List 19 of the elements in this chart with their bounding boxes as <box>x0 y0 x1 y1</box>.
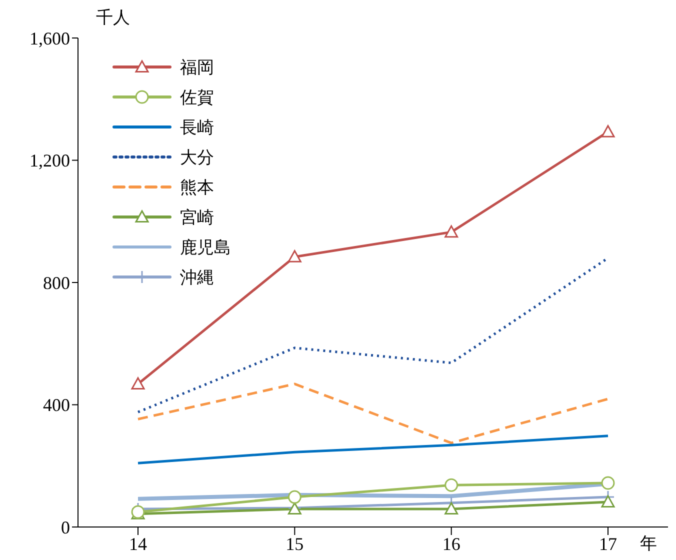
legend-label: 福岡 <box>180 56 214 78</box>
y-tick-label: 800 <box>43 272 70 293</box>
x-tick-label: 16 <box>442 534 460 554</box>
legend-label: 大分 <box>180 146 214 168</box>
x-axis-title: 年 <box>640 533 657 555</box>
y-axis-title: 千人 <box>96 7 130 29</box>
x-tick-label: 14 <box>129 534 147 554</box>
y-tick-label: 0 <box>61 517 70 538</box>
legend-label: 長崎 <box>180 116 214 138</box>
legend-label: 鹿児島 <box>180 236 231 258</box>
y-tick-label: 400 <box>43 395 70 416</box>
legend-label: 沖縄 <box>180 266 214 288</box>
y-tick-label: 1,200 <box>30 150 70 171</box>
x-tick-label: 15 <box>286 534 304 554</box>
y-tick-label: 1,600 <box>30 28 70 48</box>
legend-label: 熊本 <box>180 176 214 198</box>
x-tick-label: 17 <box>599 534 617 554</box>
legend-label: 佐賀 <box>180 86 214 108</box>
legend-label: 宮崎 <box>180 206 214 228</box>
